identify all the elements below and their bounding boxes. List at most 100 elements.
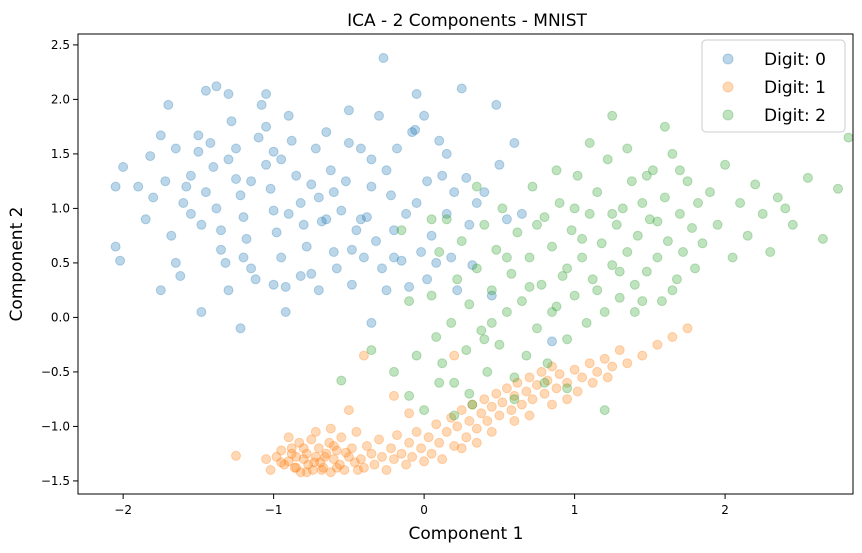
data-point (611, 219, 622, 230)
data-point (238, 212, 249, 223)
data-point (509, 390, 520, 401)
series-digit-2 (336, 110, 854, 421)
data-point (772, 192, 783, 203)
data-point (280, 307, 291, 317)
data-point (479, 394, 490, 405)
data-point (482, 366, 493, 377)
data-point (253, 132, 264, 143)
data-point (802, 172, 813, 183)
data-point (226, 116, 237, 127)
data-point (464, 416, 475, 426)
data-point (532, 219, 542, 230)
data-point (377, 451, 387, 462)
data-point (461, 172, 472, 183)
data-point (276, 252, 287, 263)
y-tick-label: −0.5 (41, 365, 70, 379)
data-point (652, 252, 663, 263)
data-point (265, 183, 276, 194)
data-point (223, 154, 234, 165)
data-point (697, 238, 708, 249)
data-point (662, 236, 673, 247)
data-point (283, 110, 294, 121)
data-point (527, 394, 538, 405)
data-point (310, 426, 321, 437)
data-point (389, 454, 399, 465)
data-point (516, 208, 527, 219)
data-point (193, 146, 204, 157)
data-point (637, 296, 648, 307)
data-point (241, 233, 252, 244)
data-point (361, 441, 372, 451)
data-point (392, 430, 402, 441)
data-point (584, 358, 595, 369)
data-point (419, 110, 430, 121)
data-point (506, 405, 517, 416)
data-point (166, 230, 177, 241)
data-point (461, 432, 472, 443)
data-point (486, 285, 497, 296)
data-point (584, 208, 595, 219)
x-axis-label: Component 1 (409, 524, 524, 544)
data-point (351, 225, 362, 236)
data-point (572, 170, 583, 181)
data-point (404, 390, 415, 401)
data-point (256, 99, 267, 110)
data-point (497, 397, 508, 408)
data-point (516, 296, 527, 307)
data-point (656, 296, 667, 307)
data-point (569, 290, 580, 301)
data-point (587, 274, 598, 285)
data-point (328, 187, 339, 198)
data-point (175, 271, 186, 281)
data-point (843, 132, 854, 143)
data-point (501, 214, 512, 225)
data-point (358, 462, 369, 473)
data-point (524, 372, 535, 383)
data-point (336, 375, 347, 386)
data-point (155, 130, 166, 141)
data-point (652, 339, 663, 350)
data-point (328, 454, 339, 465)
data-point (295, 198, 306, 208)
data-point (366, 181, 377, 192)
data-point (381, 165, 392, 176)
data-point (148, 192, 159, 203)
data-point (325, 423, 336, 434)
data-point (765, 247, 776, 257)
data-point (422, 176, 433, 187)
data-point (355, 454, 366, 465)
data-point (687, 223, 697, 233)
data-point (536, 366, 547, 377)
data-point (524, 281, 535, 292)
data-point (659, 121, 670, 132)
data-point (690, 263, 700, 274)
data-point (512, 377, 523, 388)
data-point (467, 399, 478, 410)
data-point (566, 225, 577, 236)
data-point (441, 208, 452, 219)
data-point (614, 292, 625, 303)
data-point (479, 334, 490, 345)
data-point (261, 89, 272, 99)
x-axis-ticks: −2 −1 0 1 2 (114, 494, 729, 517)
data-point (145, 151, 156, 162)
data-point (133, 181, 144, 192)
data-point (371, 236, 381, 247)
data-point (446, 252, 457, 263)
data-point (331, 263, 342, 274)
data-point (286, 135, 297, 146)
chart-title: ICA - 2 Components - MNIST (347, 11, 587, 31)
data-point (632, 230, 643, 241)
data-point (637, 350, 648, 361)
data-point (280, 281, 291, 292)
data-point (324, 437, 335, 448)
data-point (780, 203, 791, 214)
data-point (416, 443, 427, 454)
data-point (343, 451, 354, 462)
data-point (378, 53, 389, 63)
data-point (486, 426, 497, 437)
data-point (464, 299, 475, 310)
data-point (471, 198, 482, 208)
data-point (599, 405, 610, 416)
data-point (310, 451, 321, 462)
